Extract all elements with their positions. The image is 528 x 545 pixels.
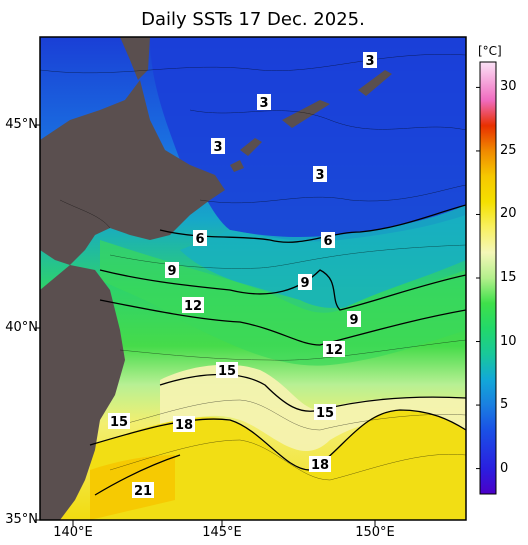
map-frame	[39, 36, 467, 521]
svg-text:15: 15	[218, 364, 236, 379]
colorbar-tick-label: 15	[500, 270, 517, 285]
isotherm-label: 15	[108, 413, 130, 430]
lon-label-140e: 140°E	[53, 525, 93, 540]
colorbar-tick-label: 0	[500, 460, 509, 476]
colorbar	[479, 61, 497, 495]
colorbar-tick-label: 5	[500, 397, 509, 413]
isotherm-label: 9	[298, 274, 312, 291]
isotherm-labels: 3 3 3 3 6 6 9 9 9 12 12 15 15 15 18 18 2…	[108, 52, 377, 499]
isotherm-label: 3	[363, 52, 377, 69]
isotherm-label: 9	[347, 311, 361, 328]
colorbar-tick-label: 25	[500, 142, 517, 158]
isotherm-label: 15	[314, 404, 336, 421]
svg-text:9: 9	[167, 264, 176, 279]
isotherm-label: 3	[211, 138, 225, 155]
map-plot-area	[40, 37, 466, 520]
isotherm-label: 12	[323, 341, 345, 358]
svg-text:3: 3	[259, 96, 268, 111]
lat-label-45n: 45°N	[5, 117, 38, 132]
lon-label-145e: 145°E	[202, 525, 242, 540]
svg-text:6: 6	[195, 232, 204, 247]
svg-text:18: 18	[175, 418, 193, 433]
isotherm-label: 6	[321, 232, 335, 249]
isotherm-label: 3	[257, 94, 271, 111]
svg-text:21: 21	[134, 484, 152, 499]
colorbar-tick-label: 20	[500, 206, 517, 222]
svg-text:15: 15	[110, 415, 128, 430]
svg-text:9: 9	[349, 313, 358, 328]
isotherm-label: 3	[313, 166, 327, 183]
isotherm-label: 15	[216, 362, 238, 379]
svg-text:12: 12	[325, 343, 343, 358]
axis-ticks	[35, 124, 376, 526]
isotherm-label: 6	[193, 230, 207, 247]
svg-text:18: 18	[311, 458, 329, 473]
svg-text:3: 3	[315, 168, 324, 183]
isotherm-label: 18	[173, 416, 195, 433]
colorbar-tick-label: 10	[500, 333, 517, 349]
svg-text:6: 6	[323, 234, 332, 249]
colorbar-ticks	[476, 86, 480, 470]
lon-label-150e: 150°E	[355, 525, 395, 540]
svg-text:15: 15	[316, 406, 334, 421]
isotherm-label: 21	[132, 482, 154, 499]
isotherm-label: 18	[309, 456, 331, 473]
isotherm-label: 9	[165, 262, 179, 279]
svg-text:12: 12	[184, 299, 202, 314]
svg-text:3: 3	[365, 54, 374, 69]
lat-label-40n: 40°N	[5, 320, 38, 335]
svg-text:3: 3	[213, 140, 222, 155]
colorbar-unit: [°C]	[478, 44, 502, 58]
colorbar-tick-label: 30	[500, 79, 517, 95]
svg-text:9: 9	[300, 276, 309, 291]
lat-label-35n: 35°N	[5, 512, 38, 527]
map-title: Daily SSTs 17 Dec. 2025.	[141, 9, 365, 30]
isotherm-label: 12	[182, 297, 204, 314]
